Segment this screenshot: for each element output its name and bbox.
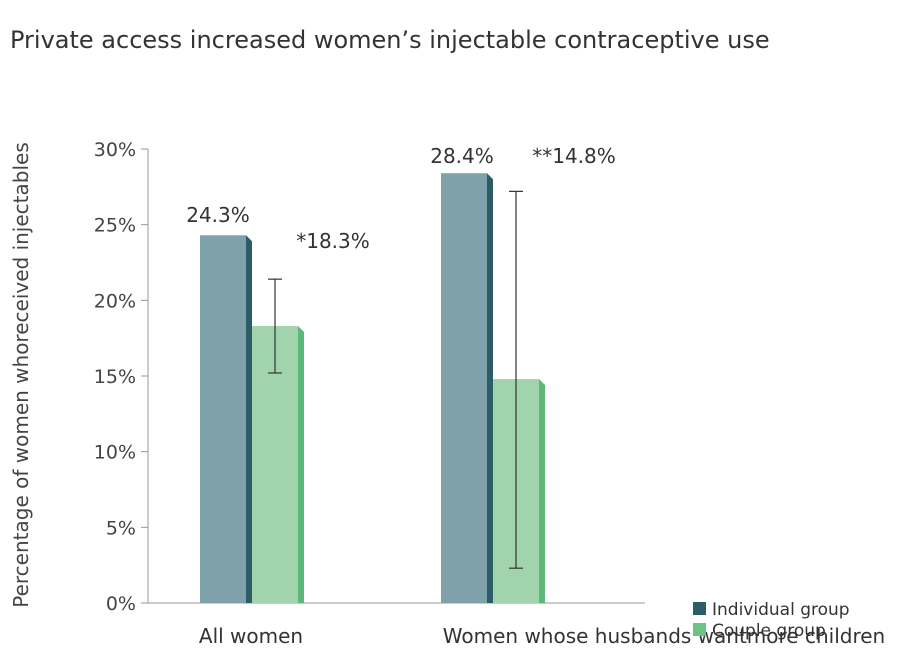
data-label: **14.8%	[532, 144, 616, 168]
bar-edge	[539, 379, 545, 603]
data-label: 24.3%	[186, 203, 250, 227]
y-axis-label: Percentage of women whoreceived injectab…	[9, 142, 33, 608]
y-tick-label: 10%	[94, 442, 136, 464]
data-labels: 24.3% 28.4% *18.3% **14.8%	[186, 144, 616, 253]
y-axis: 0% 5% 10% 15% 20% 25% 30%	[94, 139, 149, 615]
bar-edge	[298, 326, 304, 603]
y-tick-label: 15%	[94, 366, 136, 388]
legend-label: Individual group	[712, 600, 850, 620]
bar	[441, 173, 487, 604]
bar-edge	[487, 173, 493, 604]
y-tick-label: 20%	[94, 290, 136, 312]
y-tick-label: 5%	[106, 517, 136, 539]
x-category-label: Women whose husbands wantmore children	[443, 624, 885, 648]
data-label: *18.3%	[296, 229, 370, 253]
bars	[200, 173, 545, 604]
legend-swatch	[693, 623, 706, 636]
error-bars	[268, 190, 523, 569]
chart-title: Private access increased women’s injecta…	[10, 26, 770, 54]
data-label: 28.4%	[430, 144, 494, 168]
y-tick-label: 0%	[106, 593, 136, 615]
bar-edge	[246, 235, 252, 603]
x-category-label: All women	[199, 624, 303, 648]
bar	[200, 235, 246, 603]
legend-label: Couple group	[712, 621, 826, 641]
legend-swatch	[693, 602, 706, 615]
y-tick-label: 30%	[94, 139, 136, 161]
y-tick-label: 25%	[94, 215, 136, 237]
